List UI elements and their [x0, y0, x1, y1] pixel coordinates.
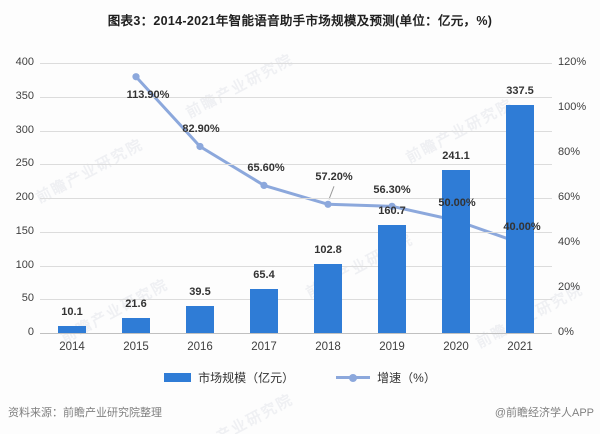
bar-2014 [58, 326, 86, 333]
bar-value-label: 160.7 [378, 204, 406, 217]
left-axis-tick: 50 [21, 292, 34, 305]
source-note: 资料来源：前瞻产业研究院整理 [8, 407, 162, 419]
bar-value-label: 241.1 [442, 150, 470, 163]
footer: 资料来源：前瞻产业研究院整理 @前瞻经济学人APP [8, 404, 594, 420]
chart-title: 图表3：2014-2021年智能语音助手市场规模及预测(单位：亿元，%) [107, 14, 493, 28]
left-axis-tick: 0 [27, 326, 34, 338]
growth-value-label: 40.00% [503, 221, 541, 233]
bar-2021 [506, 105, 534, 333]
gridline [40, 130, 552, 132]
x-axis-label-2016: 2016 [187, 341, 213, 353]
right-axis-tick: 100% [558, 101, 587, 113]
x-axis-label-2018: 2018 [315, 341, 341, 353]
left-axis-tick: 250 [15, 157, 34, 170]
bar-swatch-icon [164, 373, 192, 382]
gridline [40, 231, 552, 233]
growth-value-label: 113.90% [126, 88, 170, 101]
growth-value-label: 57.20% [315, 171, 353, 184]
gridline [40, 164, 552, 166]
bar-value-label: 39.5 [189, 286, 211, 299]
x-axis-label-2020: 2020 [443, 341, 469, 353]
x-axis-label-2014: 2014 [59, 341, 85, 353]
line-swatch-icon [336, 373, 371, 382]
x-axis-label-2017: 2017 [251, 341, 277, 353]
left-axis-tick: 200 [15, 191, 34, 203]
gridline [40, 198, 552, 199]
growth-value-label: 65.60% [247, 162, 285, 175]
gridline [40, 333, 552, 334]
x-axis-label-2015: 2015 [123, 341, 149, 353]
left-axis-tick: 150 [15, 224, 34, 237]
right-axis-tick: 120% [558, 56, 587, 68]
x-axis-label-2019: 2019 [379, 341, 405, 353]
gridline [40, 299, 552, 301]
growth-value-label: 82.90% [182, 123, 220, 136]
bar-value-label: 102.8 [314, 243, 342, 256]
gridline [40, 265, 552, 267]
bar-value-label: 10.1 [61, 306, 83, 319]
credit-note: @前瞻经济学人APP [494, 407, 594, 419]
legend-label-market-size: 市场规模（亿元） [198, 371, 295, 385]
line-marker-icon [349, 373, 358, 382]
bar-2015 [122, 318, 150, 333]
bar-value-label: 21.6 [125, 298, 147, 311]
bar-2018 [314, 263, 342, 333]
legend-item-growth: 增速（%） [336, 369, 436, 386]
legend-label-growth: 增速（%） [377, 371, 436, 385]
bar-2016 [186, 306, 214, 333]
x-axis-label-2021: 2021 [507, 341, 533, 353]
bar-2017 [250, 288, 278, 333]
bar-2019 [378, 224, 406, 333]
right-axis-tick: 0% [558, 326, 574, 338]
gridline [40, 96, 552, 98]
bar-value-label: 337.5 [506, 85, 534, 98]
right-axis-tick: 40% [558, 236, 581, 248]
left-axis-tick: 100 [15, 258, 34, 271]
left-axis-tick: 400 [15, 56, 34, 68]
right-axis-tick: 80% [558, 146, 581, 158]
right-axis-tick: 60% [558, 191, 581, 203]
legend: 市场规模（亿元） 增速（%） [0, 369, 600, 386]
bar-2020 [442, 170, 470, 333]
bar-value-label: 65.4 [253, 268, 275, 281]
left-axis-tick: 350 [15, 89, 34, 102]
left-axis-tick: 300 [15, 123, 34, 136]
growth-value-label: 50.00% [438, 196, 476, 209]
gridline [40, 63, 552, 64]
legend-item-market-size: 市场规模（亿元） [164, 369, 294, 386]
growth-value-label: 56.30% [373, 184, 411, 197]
right-axis-tick: 20% [558, 281, 581, 293]
